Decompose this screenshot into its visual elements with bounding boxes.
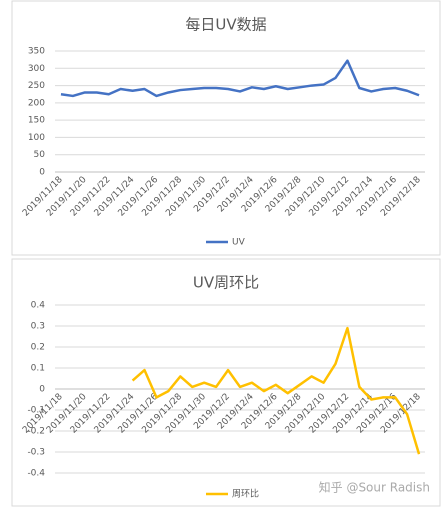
y-tick-label: 0 [39, 168, 45, 178]
y-tick-label: -0.2 [27, 427, 45, 437]
watermark: 知乎 @Sour Radish [319, 481, 430, 495]
y-tick-label: 150 [28, 116, 45, 126]
y-tick-label: 200 [28, 98, 45, 108]
y-tick-label: 100 [28, 133, 45, 143]
line [60, 59, 420, 98]
y-tick-label: 350 [28, 47, 45, 57]
y-tick-label: 0.2 [31, 343, 45, 353]
line [131, 326, 421, 455]
legend-label: UV [232, 238, 246, 248]
y-tick-label: 0.4 [31, 301, 46, 311]
chart-title: 每日UV数据 [185, 16, 266, 34]
legend-label: 周环比 [232, 488, 259, 500]
y-tick-label: -0.4 [27, 469, 45, 479]
y-tick-label: -0.1 [27, 406, 45, 416]
chart-frame [11, 0, 441, 256]
y-tick-label: 0 [39, 385, 45, 395]
chart-frame [11, 258, 441, 507]
chart-title: UV周环比 [193, 274, 259, 292]
y-tick-label: 0.1 [31, 364, 45, 374]
y-tick-label: 300 [28, 64, 45, 74]
y-tick-label: 50 [34, 150, 46, 160]
y-tick-label: -0.3 [27, 448, 45, 458]
y-tick-label: 0.3 [31, 322, 45, 332]
y-tick-label: 250 [28, 81, 45, 91]
